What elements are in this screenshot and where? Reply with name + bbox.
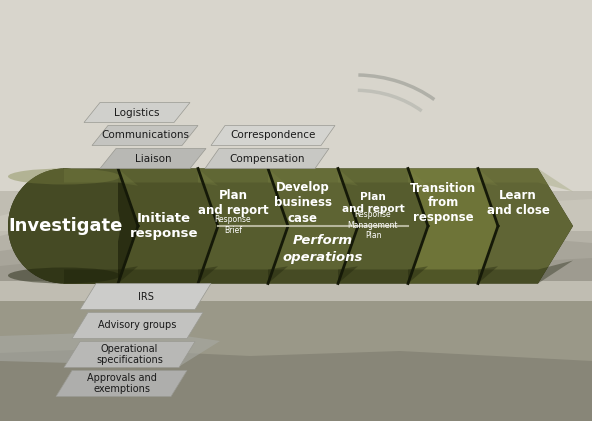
Polygon shape xyxy=(0,349,592,421)
Text: Plan
and report: Plan and report xyxy=(342,192,404,214)
Polygon shape xyxy=(198,168,288,283)
Polygon shape xyxy=(56,370,187,397)
Polygon shape xyxy=(118,168,218,186)
Polygon shape xyxy=(0,237,592,266)
Ellipse shape xyxy=(8,267,120,283)
Text: Perform
operations: Perform operations xyxy=(283,234,363,264)
Polygon shape xyxy=(211,125,335,146)
Polygon shape xyxy=(118,168,218,283)
Polygon shape xyxy=(64,168,138,186)
Polygon shape xyxy=(268,168,358,186)
Polygon shape xyxy=(408,266,498,283)
Polygon shape xyxy=(338,168,428,186)
Polygon shape xyxy=(72,312,203,338)
Polygon shape xyxy=(205,149,329,168)
Polygon shape xyxy=(0,331,220,366)
Polygon shape xyxy=(63,168,573,283)
Polygon shape xyxy=(408,168,498,283)
Polygon shape xyxy=(408,168,498,186)
Text: Response
Management
Plan: Response Management Plan xyxy=(348,210,398,240)
Polygon shape xyxy=(0,301,592,421)
Ellipse shape xyxy=(8,168,120,184)
Text: Initiate
response: Initiate response xyxy=(130,211,198,240)
Polygon shape xyxy=(198,168,288,186)
Polygon shape xyxy=(268,168,358,283)
Text: Learn
and close: Learn and close xyxy=(487,189,549,217)
Text: Plan
and report: Plan and report xyxy=(198,189,268,217)
Polygon shape xyxy=(0,197,592,231)
Polygon shape xyxy=(478,261,573,283)
Polygon shape xyxy=(338,266,428,283)
Text: Communications: Communications xyxy=(101,131,189,141)
Polygon shape xyxy=(0,256,592,281)
Polygon shape xyxy=(92,125,198,146)
Text: Liaison: Liaison xyxy=(135,154,171,163)
Bar xyxy=(0,191,592,421)
Polygon shape xyxy=(478,168,573,192)
Text: Operational
specifications: Operational specifications xyxy=(96,344,163,365)
Polygon shape xyxy=(268,266,358,283)
Polygon shape xyxy=(100,149,206,168)
Text: Response
Brief: Response Brief xyxy=(215,215,252,234)
Text: Correspondence: Correspondence xyxy=(230,131,316,141)
Polygon shape xyxy=(64,341,195,368)
Polygon shape xyxy=(64,266,138,283)
Polygon shape xyxy=(0,213,592,261)
Text: Transition
from
response: Transition from response xyxy=(410,181,476,224)
Text: Compensation: Compensation xyxy=(229,154,305,163)
Polygon shape xyxy=(478,168,573,283)
Bar xyxy=(64,168,118,283)
Polygon shape xyxy=(198,266,288,283)
Polygon shape xyxy=(338,168,428,283)
Text: Investigate: Investigate xyxy=(9,217,123,235)
Text: Approvals and
exemptions: Approvals and exemptions xyxy=(86,373,156,394)
Text: IRS: IRS xyxy=(137,291,153,301)
Text: Advisory groups: Advisory groups xyxy=(98,320,176,330)
Polygon shape xyxy=(84,102,190,123)
Text: Logistics: Logistics xyxy=(114,107,160,117)
Polygon shape xyxy=(80,283,211,309)
Ellipse shape xyxy=(8,168,120,283)
Text: Develop
business
case: Develop business case xyxy=(274,181,332,224)
Polygon shape xyxy=(118,266,218,283)
Ellipse shape xyxy=(8,168,120,283)
